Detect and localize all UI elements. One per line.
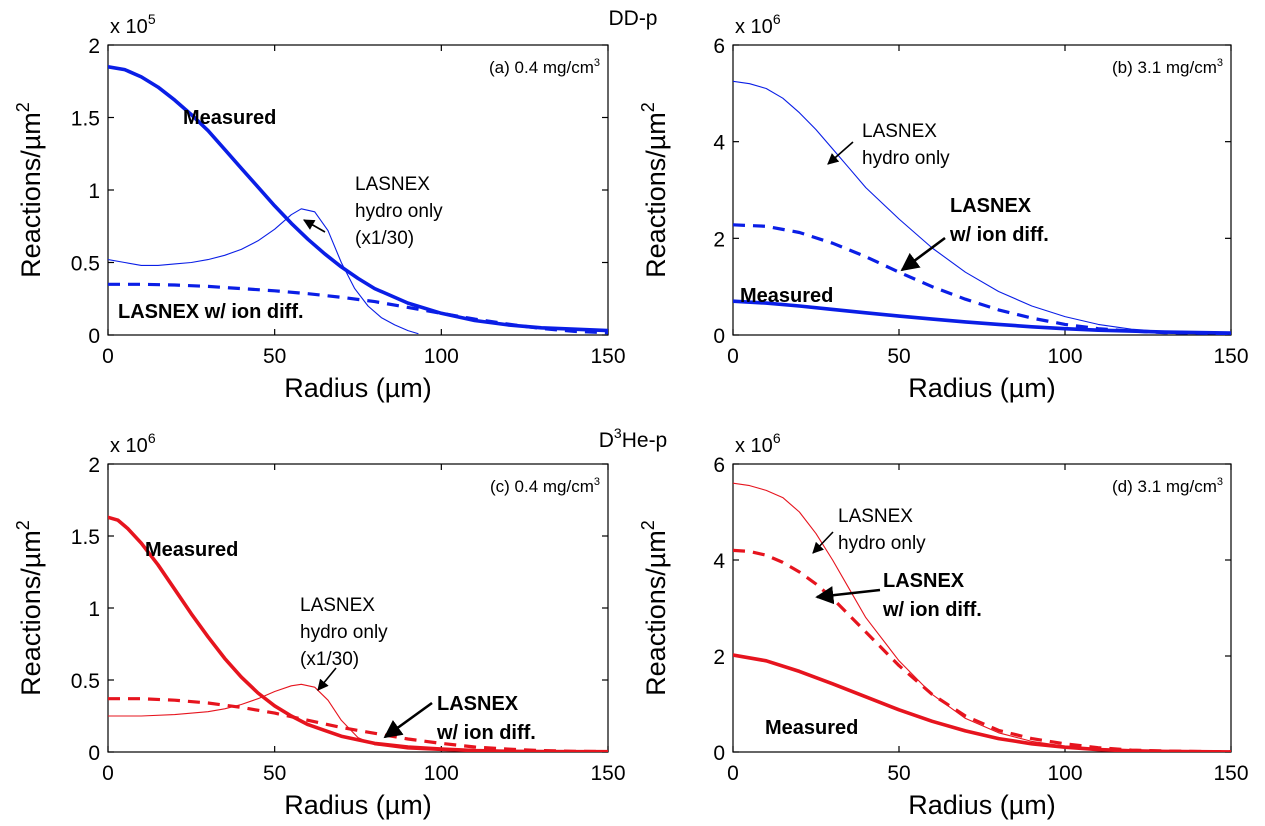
x-tick-label: 0: [727, 345, 739, 368]
annotation-measured: Measured: [145, 539, 238, 561]
plot-frame: [733, 464, 1231, 752]
x-tick-label: 50: [887, 345, 910, 368]
y-axis-label: Reactions/µm2: [638, 102, 671, 278]
annotation-arrow: [902, 238, 945, 270]
panel-c: 0 50 100 150 0 0.5 1 1.5 2 x 106 Radius (µm) Reacti…: [13, 430, 626, 820]
annotation-measured: Measured: [740, 285, 833, 307]
annotation-hydro: LASNEX hydro only (x1/30): [355, 174, 443, 249]
x-tick-label: 100: [1047, 762, 1082, 785]
annotation-iondiff: LASNEX w/ ion diff.: [949, 195, 1049, 246]
y-multiplier: x 106: [110, 430, 156, 457]
x-tick-label: 50: [263, 345, 286, 368]
x-tick-label: 100: [424, 345, 459, 368]
y-tick-label: 2: [713, 646, 725, 669]
annotation-hydro: LASNEX hydro only (x1/30): [300, 595, 388, 670]
annotation-iondiff: LASNEX w/ ion diff.: [882, 570, 982, 621]
y-tick-label: 2: [713, 228, 725, 251]
panel-a: 0 50 100 150 0 0.5 1 1.5 2 x 105 Radius (µm) Reacti…: [13, 11, 626, 403]
annotation-measured: Measured: [765, 717, 858, 739]
y-axis-label: Reactions/µm2: [13, 520, 46, 696]
y-tick-label: 4: [713, 132, 725, 155]
x-axis-label: Radius (µm): [284, 373, 432, 403]
x-tick-label: 0: [727, 762, 739, 785]
y-tick-label: 4: [713, 550, 725, 573]
y-tick-label: 1.5: [71, 526, 100, 549]
x-axis-label: Radius (µm): [284, 790, 432, 820]
y-multiplier: x 105: [110, 11, 156, 38]
x-tick-label: 50: [263, 762, 286, 785]
x-axis-label: Radius (µm): [908, 373, 1056, 403]
x-tick-label: 50: [887, 762, 910, 785]
annotation-arrow: [318, 668, 336, 690]
x-tick-label: 100: [1047, 345, 1082, 368]
x-tick-label: 0: [102, 762, 114, 785]
annotation-iondiff: LASNEX w/ ion diff.: [118, 301, 304, 323]
annotation-arrow: [385, 703, 432, 737]
y-tick-label: 0.5: [71, 253, 100, 276]
row-title-top: DD-p: [608, 7, 657, 30]
panel-label: (d) 3.1 mg/cm3: [1112, 476, 1223, 496]
y-tick-label: 0: [88, 742, 100, 765]
annotation-arrow: [813, 532, 833, 553]
panel-label: (b) 3.1 mg/cm3: [1112, 57, 1223, 77]
x-axis-label: Radius (µm): [908, 790, 1056, 820]
y-tick-label: 1: [88, 598, 100, 621]
y-tick-label: 6: [713, 35, 725, 58]
y-tick-label: 0: [88, 325, 100, 348]
y-tick-label: 2: [88, 35, 100, 58]
x-tick-label: 0: [102, 345, 114, 368]
y-multiplier: x 106: [735, 430, 781, 457]
y-tick-label: 0: [713, 742, 725, 765]
panel-b: 0 50 100 150 0 2 4 6 x 106 Radius (µm) Reactions/µ…: [638, 11, 1249, 403]
annotation-iondiff: LASNEX w/ ion diff.: [436, 693, 536, 744]
annotation-hydro: LASNEX hydro only: [838, 506, 926, 554]
x-tick-label: 150: [1213, 762, 1248, 785]
panel-d: 0 50 100 150 0 2 4 6 x 106 Radius (µm) Reactions/µ…: [638, 430, 1249, 820]
y-tick-label: 1.5: [71, 108, 100, 131]
x-tick-label: 150: [590, 762, 625, 785]
y-tick-label: 1: [88, 180, 100, 203]
panel-label: (a) 0.4 mg/cm3: [489, 57, 600, 77]
annotation-hydro: LASNEX hydro only: [862, 121, 950, 169]
y-tick-label: 0.5: [71, 670, 100, 693]
y-tick-label: 0: [713, 325, 725, 348]
series-group: [733, 483, 1231, 752]
panel-label: (c) 0.4 mg/cm3: [490, 476, 600, 496]
y-tick-label: 2: [88, 454, 100, 477]
annotation-measured: Measured: [183, 107, 276, 129]
row-title-bottom: D3He-p: [599, 425, 668, 452]
x-tick-label: 150: [590, 345, 625, 368]
x-tick-label: 100: [424, 762, 459, 785]
y-multiplier: x 106: [735, 11, 781, 38]
y-axis-label: Reactions/µm2: [13, 102, 46, 278]
series-hydro-line: [733, 483, 1231, 752]
y-axis-label: Reactions/µm2: [638, 520, 671, 696]
x-tick-label: 150: [1213, 345, 1248, 368]
y-tick-label: 6: [713, 454, 725, 477]
annotation-arrow: [828, 142, 853, 164]
